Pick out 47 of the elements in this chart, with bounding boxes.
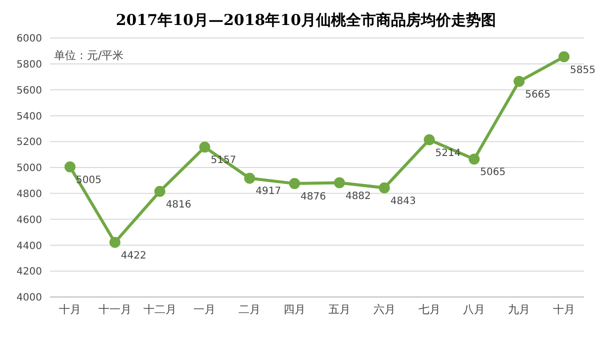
x-tick-label: 十月	[59, 302, 81, 316]
y-tick-label: 5400	[16, 111, 42, 122]
data-label: 5065	[480, 167, 506, 178]
y-tick-label: 5600	[16, 85, 42, 96]
x-tick-label: 四月	[284, 302, 306, 316]
x-tick-label: 二月	[238, 302, 261, 316]
x-tick-label: 十二月	[143, 302, 176, 316]
point	[514, 76, 525, 87]
x-tick-label: 五月	[328, 302, 350, 316]
y-tick-label: 4600	[16, 214, 42, 226]
y-tick-label: 4400	[16, 240, 42, 252]
point	[468, 154, 480, 165]
point	[378, 182, 390, 194]
x-tick-label: 一月	[194, 302, 216, 316]
point	[64, 161, 76, 172]
data-label: 5214	[435, 148, 461, 159]
point	[558, 51, 570, 62]
data-label: 5665	[525, 89, 551, 100]
x-tick-label: 十一月	[98, 302, 132, 316]
y-tick-label: 5000	[16, 163, 42, 174]
data-label: 4917	[256, 186, 282, 198]
point	[154, 186, 166, 197]
x-tick-label: 十月	[553, 302, 575, 316]
point	[424, 134, 435, 146]
data-label: 4816	[166, 199, 192, 210]
point	[334, 177, 345, 188]
y-tick-label: 5200	[16, 137, 42, 148]
data-label: 4882	[345, 190, 371, 202]
data-label: 4843	[390, 196, 416, 207]
chart-title: 2017年10月—2018年10月仙桃全市商品房均价走势图	[114, 10, 498, 31]
y-tick-label: 4200	[16, 266, 42, 278]
y-tick-label: 4000	[16, 292, 42, 304]
annotation: 单位：元/平米	[54, 48, 124, 63]
data-label: 4422	[120, 250, 146, 262]
point	[244, 172, 256, 184]
x-tick-label: 八月	[463, 302, 486, 316]
point	[109, 236, 120, 248]
x-tick-label: 九月	[508, 302, 530, 316]
point	[199, 142, 210, 153]
y-tick-label: 6000	[16, 34, 42, 45]
x-tick-label: 六月	[373, 302, 396, 316]
y-tick-label: 4800	[16, 188, 42, 200]
data-label: 4876	[300, 192, 326, 203]
point	[289, 178, 300, 190]
y-tick-label: 5800	[16, 59, 42, 70]
x-tick-label: 七月	[418, 302, 440, 316]
data-label: 5855	[570, 64, 596, 76]
